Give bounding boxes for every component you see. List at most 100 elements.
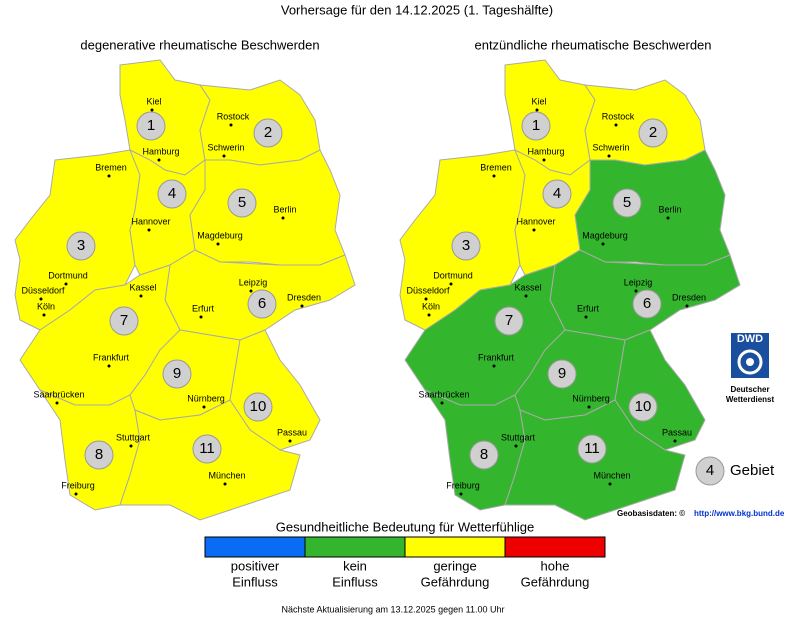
city-dot — [249, 289, 253, 293]
city-label: München — [208, 470, 245, 480]
city-label: Frankfurt — [478, 352, 515, 362]
region-number: 11 — [199, 440, 215, 457]
city-label: Berlin — [273, 204, 296, 214]
region-number: 11 — [584, 440, 600, 457]
city-dot — [587, 405, 591, 409]
region — [189, 149, 346, 266]
city-label: Dresden — [672, 292, 706, 302]
region-symbol — [162, 359, 192, 389]
region-symbol — [577, 434, 607, 464]
city-dot — [199, 315, 203, 319]
city-label: Frankfurt — [93, 352, 130, 362]
legend-label: Gefährdung — [521, 574, 590, 589]
city-label: Erfurt — [192, 303, 215, 313]
attribution: Geobasisdaten: © — [617, 509, 685, 518]
legend-label: Einfluss — [232, 574, 278, 589]
city-dot — [614, 123, 618, 127]
city-label: Schwerin — [592, 142, 629, 152]
city-label: Stuttgart — [116, 432, 151, 442]
city-dot — [107, 174, 111, 178]
city-dot — [634, 289, 638, 293]
city-label: Nürnberg — [187, 393, 225, 403]
region-symbol — [109, 306, 139, 336]
map: Kiel Rostock Hamburg Schwerin Bremen Hannover… — [14, 59, 356, 521]
logo-box — [731, 333, 769, 378]
legend-swatch — [204, 536, 306, 558]
city-dot — [492, 364, 496, 368]
city-label: Erfurt — [577, 303, 600, 313]
region-number: 3 — [462, 237, 470, 254]
region-number: 10 — [250, 398, 267, 415]
key-symbol — [695, 456, 725, 486]
city-dot — [55, 401, 59, 405]
city-label: Passau — [662, 427, 692, 437]
region-number: 6 — [258, 295, 266, 312]
city-dot — [223, 482, 227, 486]
legend-swatch — [404, 536, 506, 558]
region-number: 10 — [635, 398, 652, 415]
region-symbol — [451, 231, 481, 261]
region-number: 6 — [643, 295, 651, 312]
city-dot — [216, 242, 220, 246]
region-symbol — [157, 179, 187, 209]
attribution-link[interactable]: http://www.bkg.bund.de — [694, 509, 785, 518]
city-label: Köln — [422, 301, 440, 311]
region-number: 2 — [264, 124, 272, 141]
region-symbol — [66, 231, 96, 261]
region-number: 4 — [168, 185, 176, 202]
city-dot — [524, 294, 528, 298]
city-label: Hamburg — [527, 146, 564, 156]
city-dot — [601, 242, 605, 246]
city-dot — [532, 228, 536, 232]
city-label: Nürnberg — [572, 393, 610, 403]
city-label: Berlin — [658, 204, 681, 214]
city-dot — [222, 154, 226, 158]
city-label: Leipzig — [624, 277, 653, 287]
region-symbol — [243, 392, 273, 422]
region-number: 9 — [173, 365, 181, 382]
dwd-logo: DWD Deutscher Wetterdienst — [726, 333, 775, 404]
region-symbol — [521, 111, 551, 141]
legend-label: kein — [343, 558, 367, 573]
city-label: Hamburg — [142, 146, 179, 156]
city-dot — [157, 158, 161, 162]
region-number: 7 — [120, 312, 128, 329]
city-dot — [42, 313, 46, 317]
city-label: Köln — [37, 301, 55, 311]
logo-name: Wetterdienst — [726, 395, 775, 404]
region-symbol — [192, 434, 222, 464]
legend-swatch — [504, 536, 606, 558]
region-number: 8 — [95, 446, 103, 463]
region-symbol — [632, 289, 662, 319]
legend-title: Gesundheitliche Bedeutung für Wetterfühl… — [276, 519, 534, 534]
legend-label: Einfluss — [332, 574, 378, 589]
city-label: Hannover — [131, 216, 170, 226]
region-symbol — [638, 118, 668, 148]
region-symbol — [494, 306, 524, 336]
legend-label: positiver — [231, 558, 280, 573]
city-dot — [147, 228, 151, 232]
city-dot — [459, 492, 463, 496]
key-label: Gebiet — [730, 462, 775, 479]
footer: Nächste Aktualisierung am 13.12.2025 geg… — [282, 604, 505, 614]
city-label: Freiburg — [61, 480, 95, 490]
city-dot — [107, 364, 111, 368]
city-dot — [281, 216, 285, 220]
region-symbol — [247, 289, 277, 319]
city-dot — [139, 294, 143, 298]
city-dot — [685, 304, 689, 308]
region-symbol — [469, 440, 499, 470]
city-dot — [229, 123, 233, 127]
city-dot — [64, 282, 68, 286]
city-label: München — [593, 470, 630, 480]
city-label: Leipzig — [239, 277, 268, 287]
region-symbol — [612, 188, 642, 218]
city-label: Saarbrücken — [418, 389, 469, 399]
city-label: Saarbrücken — [33, 389, 84, 399]
region-symbol — [628, 392, 658, 422]
city-label: Schwerin — [207, 142, 244, 152]
city-label: Bremen — [95, 162, 127, 172]
region-number: 4 — [553, 185, 561, 202]
city-label: Düsseldorf — [406, 285, 450, 295]
city-label: Rostock — [217, 111, 250, 121]
